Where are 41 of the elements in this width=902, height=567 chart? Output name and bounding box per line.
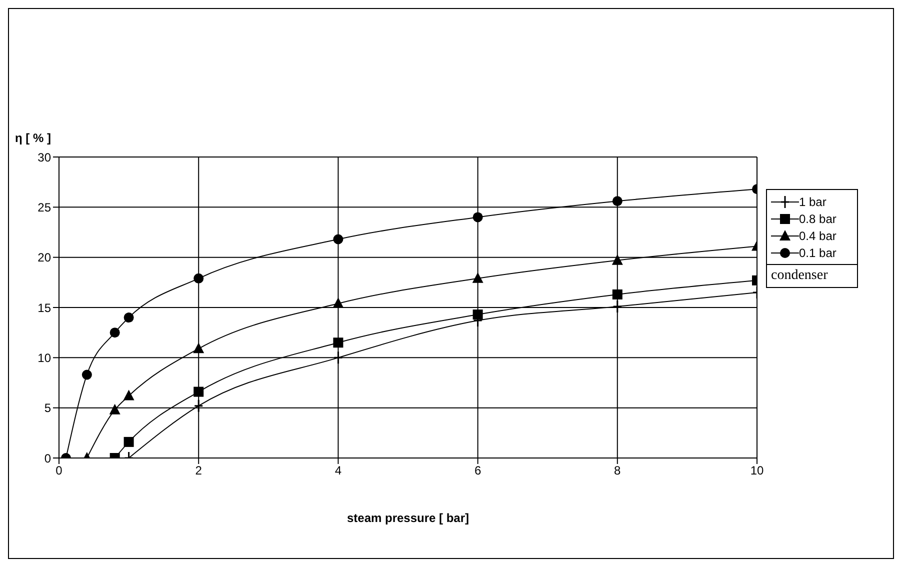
y-tick-label: 0 <box>44 451 52 466</box>
point <box>194 386 204 397</box>
legend-label: 1 bar <box>799 194 826 208</box>
x-tick-label: 8 <box>614 464 622 478</box>
point <box>193 342 204 354</box>
point <box>472 310 483 320</box>
x-axis-title: steam pressure [ bar] <box>346 511 470 525</box>
point <box>124 436 134 447</box>
y-tick-label: 20 <box>38 250 52 265</box>
point <box>333 338 344 348</box>
y-tick-label: 25 <box>38 200 52 214</box>
point <box>612 196 622 206</box>
legend-label: 0.4 bar <box>799 228 836 242</box>
point <box>472 272 484 283</box>
point <box>472 212 483 222</box>
x-tick-label: 10 <box>750 464 764 478</box>
point <box>333 350 343 364</box>
legend-label: 0.1 bar <box>799 246 836 260</box>
y-tick-label: 10 <box>38 350 52 365</box>
point <box>194 399 204 413</box>
x-tick-label: 0 <box>56 464 63 478</box>
x-tick-label: 2 <box>195 464 202 478</box>
y-axis-title: η [ % ] <box>15 131 51 145</box>
point <box>110 328 120 338</box>
point <box>123 390 134 400</box>
legend-label: 0.8 bar <box>799 212 836 226</box>
point <box>333 234 344 244</box>
point <box>194 273 204 284</box>
point <box>332 297 344 308</box>
point <box>82 370 92 380</box>
point <box>612 289 622 300</box>
point <box>109 404 120 414</box>
point <box>612 254 623 265</box>
point <box>124 312 134 323</box>
x-tick-label: 6 <box>474 464 482 478</box>
y-tick-label: 15 <box>38 300 52 315</box>
y-tick-label: 5 <box>44 401 52 416</box>
legend-title: condenser <box>767 264 857 287</box>
y-tick-label: 30 <box>38 150 52 164</box>
x-tick-label: 4 <box>334 464 342 478</box>
point <box>612 300 622 314</box>
